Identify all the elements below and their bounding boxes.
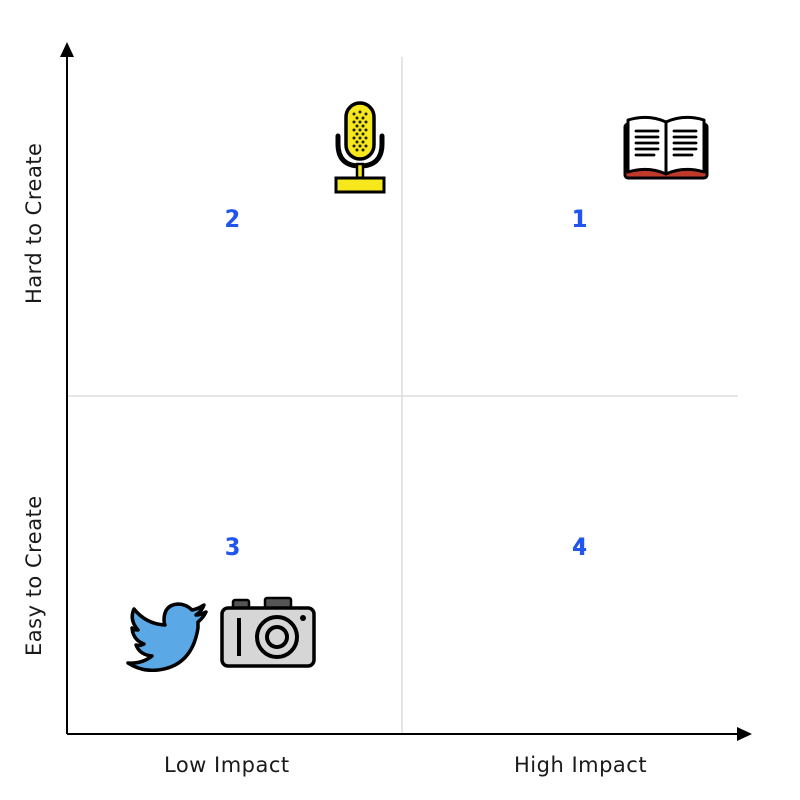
y-axis-arrow: [60, 42, 74, 57]
camera-icon: [220, 596, 316, 668]
x-axis-arrow: [737, 727, 752, 741]
y-axis-label-low: Easy to Create: [22, 495, 46, 656]
book-icon: [623, 115, 709, 180]
quadrant-number-2: 2: [224, 205, 240, 233]
x-axis-label-low: Low Impact: [164, 753, 290, 777]
y-axis-label-high: Hard to Create: [22, 142, 46, 304]
quadrant-number-3: 3: [224, 533, 240, 561]
microphone-icon: [334, 101, 386, 194]
quadrant-number-1: 1: [571, 205, 587, 233]
quadrant-number-4: 4: [571, 533, 587, 561]
twitter-bird-icon: [126, 602, 208, 672]
x-axis-label-high: High Impact: [514, 753, 648, 777]
